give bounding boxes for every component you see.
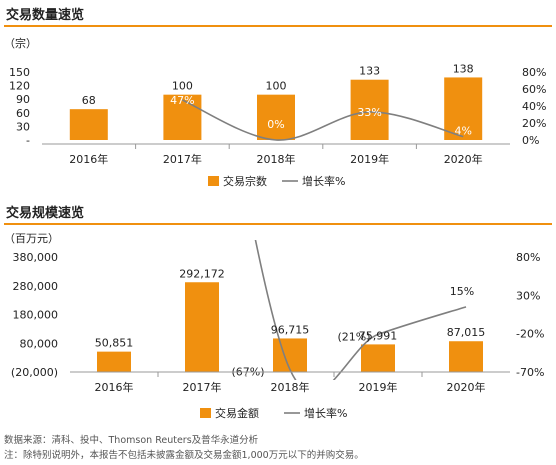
bar-value-label: 100	[266, 80, 287, 93]
source-note: 数据来源：清科、投中、Thomson Reuters及普华永道分析	[4, 435, 259, 446]
growth-label: (21%)	[337, 330, 370, 343]
x-tick-label: 2019年	[359, 380, 398, 394]
x-tick-label: 2018年	[257, 152, 296, 166]
growth-label: 33%	[357, 106, 381, 119]
bar-value-label: 96,715	[271, 323, 310, 336]
deal-value-chart: 交易规模速览 （百万元） (20,000) 80,000 180,000 280,00…	[4, 205, 552, 420]
chart1-unit-label: （宗）	[4, 36, 37, 50]
y-tick-label: 120	[9, 80, 30, 93]
footnote: 注：除特别说明外，本报告不包括未披露金额及交易金额1,000万元以下的并购交易。	[4, 450, 364, 461]
y2-tick-label: 80%	[522, 66, 546, 79]
legend-bar-label: 交易宗数	[223, 174, 267, 188]
chart2-growth-line	[254, 240, 467, 380]
legend-bar-swatch	[200, 408, 211, 418]
bar-2017年	[185, 282, 219, 372]
chart1-bars	[69, 77, 483, 140]
bar-2018年	[273, 338, 307, 372]
bar-2018年	[257, 94, 295, 140]
bar-value-label: 75,991	[359, 329, 398, 342]
y2-tick-label: -70%	[516, 366, 544, 379]
x-tick-label: 2020年	[444, 152, 483, 166]
legend-line-label: 增长率%	[302, 174, 345, 188]
legend-bar-swatch	[208, 176, 219, 186]
y-tick-label: 150	[9, 66, 30, 79]
bar-value-label: 133	[359, 65, 380, 78]
y2-tick-label: 40%	[522, 100, 546, 113]
x-tick-label: 2018年	[271, 380, 310, 394]
y-tick-label: 380,000	[13, 251, 59, 264]
chart2-right-axis: -70% -20% 30% 80%	[516, 251, 544, 379]
y-tick-label: 280,000	[13, 280, 59, 293]
x-tick-label: 2020年	[447, 380, 486, 394]
y-tick-label: -	[26, 134, 30, 147]
bar-value-label: 50,851	[95, 337, 134, 350]
y2-tick-label: 60%	[522, 83, 546, 96]
y-tick-label: 30	[16, 120, 30, 133]
legend-line-label: 增长率%	[304, 406, 347, 420]
chart2-unit-label: （百万元）	[4, 232, 59, 245]
y2-tick-label: 0%	[522, 134, 539, 147]
chart1-legend: 交易宗数 增长率%	[208, 174, 345, 188]
chart2-title: 交易规模速览	[6, 205, 84, 221]
chart2-legend: 交易金额 增长率%	[200, 406, 347, 420]
bar-2016年	[69, 109, 108, 140]
y-tick-label: 180,000	[13, 309, 59, 322]
chart1-growth-line	[182, 99, 464, 141]
x-tick-label: 2019年	[350, 152, 389, 166]
y-tick-label: (20,000)	[11, 366, 58, 379]
bar-value-label: 138	[453, 62, 474, 75]
chart2-x-axis: 2016年 2017年 2018年 2019年 2020年	[95, 372, 486, 394]
chart1-data-labels: 68 100 100 133 138 47% 0% 33% 4%	[82, 62, 474, 137]
growth-label: 47%	[170, 94, 194, 107]
chart1-right-axis: 0% 20% 40% 60% 80%	[522, 66, 546, 147]
x-tick-label: 2016年	[69, 152, 108, 166]
y2-tick-label: -20%	[516, 328, 544, 341]
chart2-bars	[97, 282, 483, 372]
chart1-x-axis: 2016年 2017年 2018年 2019年 2020年	[69, 144, 483, 166]
bar-2020年	[444, 77, 483, 140]
x-tick-label: 2017年	[183, 380, 222, 394]
growth-label: 0%	[267, 118, 284, 131]
bar-2019年	[350, 79, 389, 140]
growth-label: 15%	[450, 285, 474, 298]
chart1-title: 交易数量速览	[6, 7, 84, 23]
bar-2020年	[449, 341, 483, 372]
y2-tick-label: 20%	[522, 117, 546, 130]
bar-value-label: 68	[82, 94, 96, 107]
x-tick-label: 2017年	[163, 152, 202, 166]
chart2-left-axis: (20,000) 80,000 180,000 280,000 380,000	[11, 251, 58, 379]
bar-value-label: 100	[172, 80, 193, 93]
legend-bar-label: 交易金额	[215, 406, 259, 420]
y2-tick-label: 80%	[516, 251, 540, 264]
bar-2016年	[97, 351, 131, 372]
y-tick-label: 60	[16, 107, 30, 120]
y-tick-label: 90	[16, 93, 30, 106]
growth-label: 4%	[454, 125, 471, 138]
bar-2017年	[163, 94, 202, 140]
x-tick-label: 2016年	[95, 380, 134, 394]
y-tick-label: 80,000	[20, 337, 59, 350]
bar-value-label: 292,172	[179, 267, 225, 280]
bar-2019年	[361, 344, 395, 372]
bar-value-label: 87,015	[447, 326, 486, 339]
y2-tick-label: 30%	[516, 289, 540, 302]
